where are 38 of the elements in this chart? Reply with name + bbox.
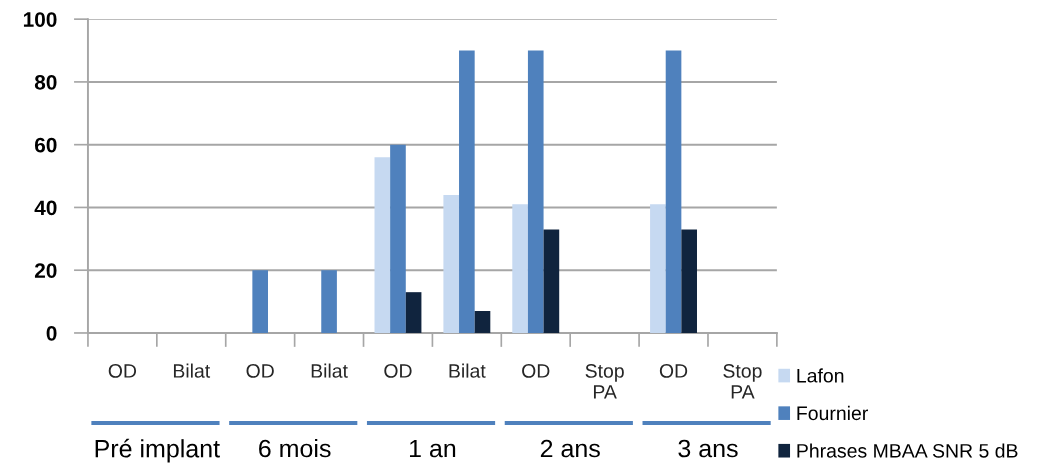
- y-tick-label: 100: [23, 12, 57, 27]
- x-tick-label: OD: [522, 364, 550, 378]
- x-tick-label: Stop PA: [585, 364, 624, 399]
- y-tick-label: 60: [34, 137, 57, 153]
- bar: [252, 270, 268, 333]
- x-tick-label: OD: [108, 364, 137, 378]
- x-tick-label: OD: [384, 364, 412, 378]
- bar: [527, 50, 544, 333]
- legend-label: Lafon: [797, 368, 844, 383]
- y-tick-label: 20: [34, 263, 57, 278]
- text: 3 ans: [678, 439, 738, 458]
- y-tick-label: 40: [34, 200, 57, 216]
- text: 6 mois: [259, 439, 331, 458]
- bar: [681, 229, 697, 333]
- bar: [443, 194, 460, 333]
- x-tick-label: Bilat: [449, 363, 486, 378]
- x-tick-label: OD: [659, 364, 688, 378]
- x-tick-label: Bilat: [311, 363, 348, 378]
- y-tick-label: 80: [34, 74, 57, 90]
- bar: [650, 204, 666, 333]
- bar: [405, 292, 422, 333]
- x-tick-label: OD: [246, 364, 274, 378]
- bar: [321, 270, 337, 333]
- bar: [474, 311, 491, 333]
- bar: [543, 229, 560, 333]
- text: Pré implant: [95, 438, 220, 463]
- bar: [512, 204, 528, 333]
- bar: [459, 50, 475, 333]
- x-tick-label: Stop PA: [723, 364, 762, 399]
- bar: [374, 157, 391, 333]
- bar: [390, 144, 406, 333]
- x-tick-label: Bilat: [173, 363, 211, 378]
- legend-label: Fournier: [797, 405, 868, 421]
- y-tick-label: 0: [46, 325, 57, 341]
- bar: [665, 50, 682, 333]
- text: 1 an: [409, 439, 456, 458]
- text: 2 ans: [540, 439, 600, 458]
- legend-label: Phrases MBAA SNR 5 dB: [797, 443, 1018, 458]
